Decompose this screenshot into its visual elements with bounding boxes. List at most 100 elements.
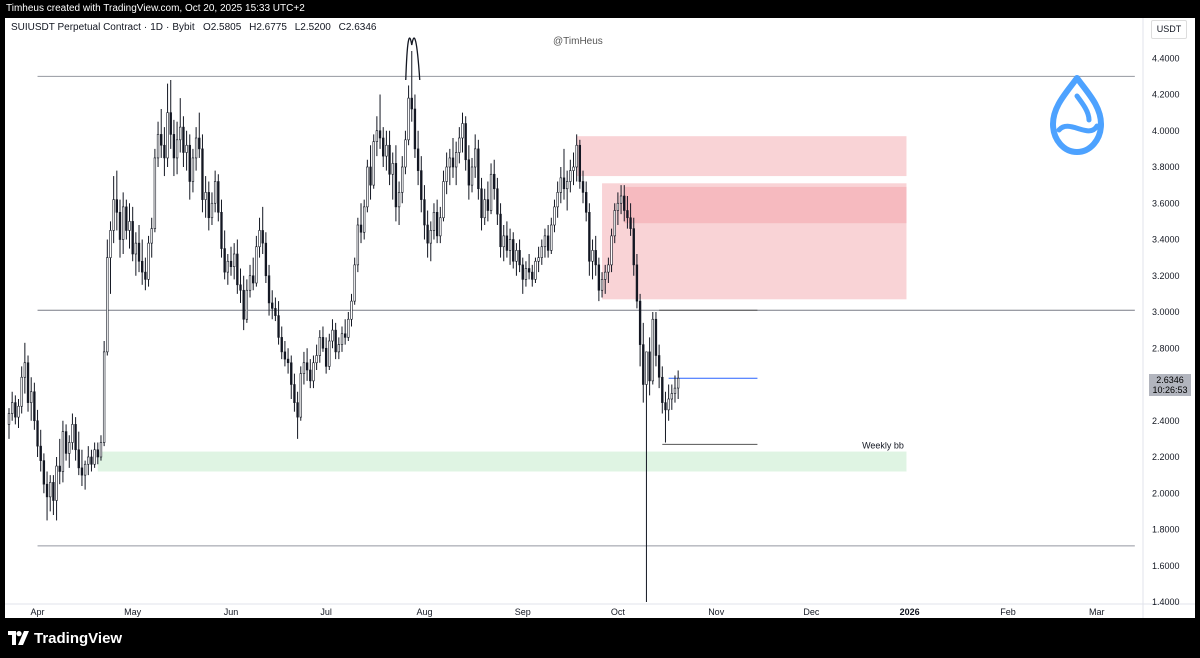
price-tick-label: 4.4000 — [1152, 53, 1180, 63]
interval-label[interactable]: 1D — [150, 22, 164, 33]
candle — [565, 170, 569, 211]
candle — [217, 174, 220, 222]
candle — [413, 94, 417, 158]
candle — [553, 199, 556, 233]
time-tick-label: Aug — [416, 607, 432, 617]
candle — [391, 152, 394, 200]
price-tick-label: 2.4000 — [1152, 416, 1180, 426]
sui-logo-wave — [1056, 123, 1100, 134]
candle-body — [290, 362, 293, 385]
brand-footer: TradingView — [0, 618, 1200, 658]
time-tick-label: Apr — [31, 607, 45, 617]
candle-body — [248, 275, 252, 291]
candle — [141, 239, 144, 285]
candle — [309, 359, 312, 389]
candle — [616, 192, 620, 225]
chart-frame[interactable]: 1.40001.60001.80002.00002.20002.40002.60… — [5, 18, 1195, 618]
candle-body — [673, 387, 677, 394]
candle — [588, 203, 591, 276]
tradingview-wordmark: TradingView — [34, 629, 123, 647]
candle-body — [274, 308, 277, 316]
candle — [239, 268, 242, 303]
time-tick-label: Jun — [224, 607, 239, 617]
candle-body — [286, 358, 290, 364]
candle-body — [394, 163, 398, 208]
candle — [597, 257, 601, 302]
candle — [179, 98, 182, 153]
candle-body — [55, 465, 58, 501]
open-value: 2.5805 — [210, 22, 242, 33]
candle-body — [245, 289, 249, 320]
candle-body — [58, 465, 61, 472]
candle — [388, 130, 391, 186]
candle-body — [160, 134, 163, 146]
candle-body — [239, 284, 242, 291]
candle — [153, 148, 157, 233]
candle-body — [591, 250, 594, 262]
candle — [489, 163, 493, 215]
candle — [559, 167, 562, 204]
candle — [366, 159, 369, 213]
candle-body — [68, 442, 71, 454]
candle — [296, 391, 299, 439]
candle-body — [10, 402, 14, 414]
candle-body — [610, 235, 613, 266]
candle — [435, 199, 439, 244]
candle — [334, 322, 337, 360]
candle-body — [429, 230, 432, 244]
candle — [271, 290, 274, 320]
candle — [451, 138, 455, 178]
candle-body — [499, 213, 502, 248]
candle — [550, 217, 553, 254]
candle — [537, 246, 540, 273]
candle — [407, 85, 410, 146]
price-chart[interactable]: 1.40001.60001.80002.00002.20002.40002.60… — [5, 18, 1195, 618]
candle — [26, 355, 30, 412]
candle-body — [578, 144, 582, 182]
candle — [258, 217, 261, 258]
time-tick-label: Jul — [320, 607, 332, 617]
candle — [198, 112, 201, 158]
candle — [156, 121, 160, 167]
candle-body — [77, 449, 80, 469]
candle-body — [217, 181, 220, 213]
symbol-name[interactable]: SUIUSDT Perpetual Contract — [11, 22, 141, 33]
candle-body — [366, 166, 369, 208]
candle-body — [204, 192, 207, 200]
price-tick-label: 1.4000 — [1152, 597, 1180, 607]
candle — [397, 181, 401, 225]
candle-body — [299, 373, 302, 418]
candle-body — [597, 264, 601, 291]
time-tick-label: Dec — [803, 607, 820, 617]
candle-body — [353, 264, 356, 302]
price-tick-label: 2.2000 — [1152, 452, 1180, 462]
candle-body — [667, 398, 670, 411]
candle-body — [80, 467, 84, 476]
currency-button[interactable]: USDT — [1151, 20, 1187, 39]
export-banner: Timheus created with TradingView.com, Oc… — [0, 0, 1200, 18]
candle-body — [213, 181, 217, 204]
candle — [454, 141, 458, 186]
candle — [267, 264, 271, 316]
candle-body — [556, 192, 559, 208]
candle-body — [296, 402, 299, 418]
candle — [502, 225, 505, 262]
candle — [546, 225, 550, 258]
tradingview-logo[interactable]: TradingView — [8, 629, 122, 647]
candle-body — [363, 206, 366, 233]
candle — [131, 206, 134, 262]
candle-body — [407, 97, 410, 141]
time-tick-label: Oct — [611, 607, 626, 617]
candle — [585, 181, 588, 222]
candle — [562, 148, 566, 200]
candle — [607, 257, 610, 283]
candle — [17, 399, 20, 428]
candle-body — [261, 230, 264, 244]
candle-body — [328, 340, 331, 367]
candle — [448, 148, 451, 186]
candle-body — [531, 271, 534, 280]
candle-body — [489, 173, 493, 211]
candle — [194, 127, 198, 171]
candle-body — [496, 188, 499, 215]
candle-body — [474, 148, 477, 168]
